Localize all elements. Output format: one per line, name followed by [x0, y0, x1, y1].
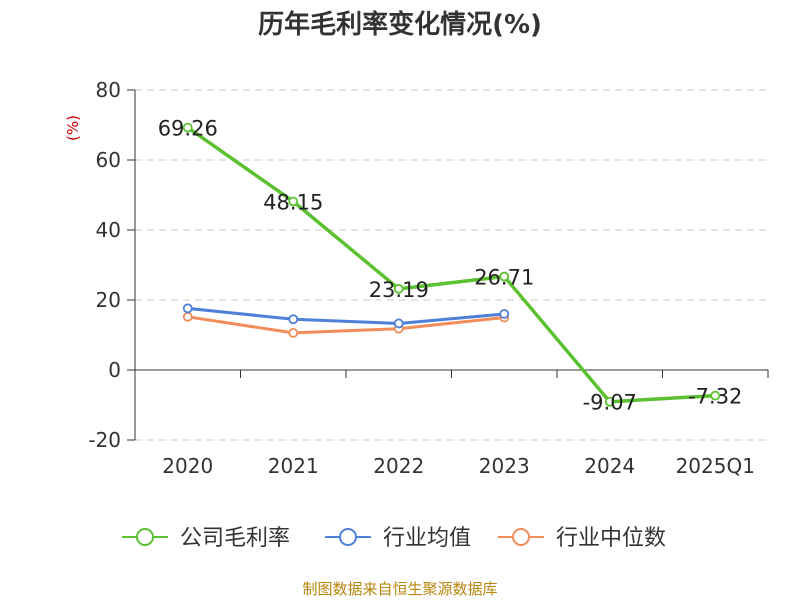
legend-label: 行业中位数: [556, 526, 666, 551]
data-label: -9.07: [583, 391, 637, 415]
y-tick-label: 20: [96, 288, 121, 312]
data-label: -7.32: [688, 385, 742, 409]
y-tick-label: 80: [96, 78, 121, 102]
legend-label: 行业均值: [383, 526, 471, 551]
data-point: [393, 318, 404, 329]
chart-title: 历年毛利率变化情况(%): [258, 9, 542, 40]
data-point: [499, 309, 510, 319]
data-point: [182, 303, 193, 314]
data-point: [604, 396, 615, 407]
x-tick-label: 2024: [584, 454, 635, 478]
legend: 公司毛利率 行业均值 行业中位数: [122, 526, 666, 551]
legend-marker-icon: [339, 528, 357, 546]
data-point: [710, 390, 721, 401]
x-tick-label: 2022: [373, 454, 424, 478]
x-tick-label: 2021: [268, 454, 319, 478]
y-tick-label: 60: [96, 148, 121, 172]
series-line: [187, 306, 505, 325]
x-tick-label: 2023: [479, 454, 530, 478]
data-point: [182, 311, 193, 322]
x-tick-label: 2020: [162, 454, 213, 478]
data-point: [288, 196, 299, 207]
data-label: 23.19: [369, 278, 429, 302]
data-label: 48.15: [263, 190, 323, 214]
axes: 80 60 40 20 0 -20 2020 2021 2022 2023 2024 2025Q1: [88, 78, 769, 478]
data-point: [288, 314, 299, 325]
series-lines: [182, 122, 721, 407]
data-point: [499, 271, 510, 282]
y-axis-label: (%): [64, 115, 82, 141]
data-label: 26.71: [474, 266, 534, 290]
series-line: [186, 126, 716, 404]
source-note: 制图数据来自恒生聚源数据库: [302, 580, 497, 598]
data-labels: 69.26 48.15 23.19 26.71 -9.07 -7.32: [158, 117, 743, 415]
x-tick-label: 2025Q1: [676, 454, 755, 478]
data-point: [288, 327, 299, 338]
legend-marker-icon: [512, 528, 530, 546]
y-tick-label: -20: [88, 428, 121, 452]
data-point: [182, 122, 193, 133]
data-point: [393, 283, 404, 294]
legend-label: 公司毛利率: [180, 526, 290, 551]
data-label: 69.26: [158, 117, 218, 141]
gridlines: [135, 89, 768, 441]
y-tick-label: 40: [96, 218, 121, 242]
legend-marker-icon: [136, 528, 154, 546]
series-line: [187, 315, 505, 335]
y-tick-label: 0: [108, 358, 121, 382]
